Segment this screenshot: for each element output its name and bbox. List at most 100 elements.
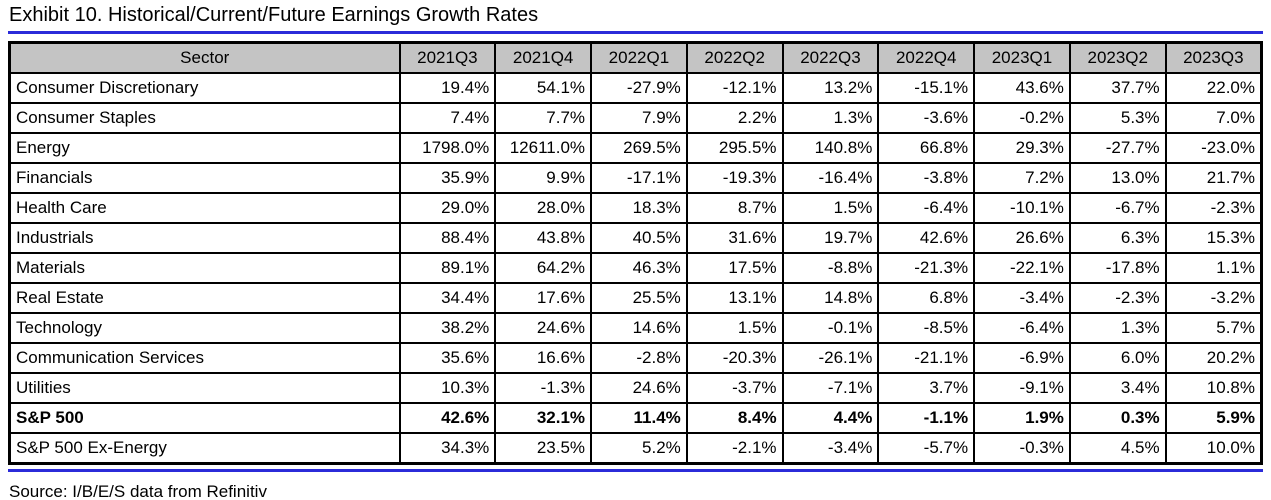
value-cell: -3.7% [685, 372, 784, 404]
value-cell: 0.3% [1068, 402, 1167, 434]
value-cell: 25.5% [590, 282, 688, 314]
column-header: 2023Q2 [1068, 41, 1167, 74]
exhibit-title: Exhibit 10. Historical/Current/Future Ea… [9, 4, 539, 26]
value-cell: -27.9% [590, 72, 688, 104]
value-cell: -15.1% [877, 72, 976, 104]
value-cell: 23.5% [494, 432, 593, 465]
value-cell: -8.5% [877, 312, 976, 344]
bottom-rule [8, 469, 1263, 472]
table-row: Consumer Staples 7.4% 7.7% 7.9% 2.2% 1.3% -3.6… [8, 102, 1263, 134]
value-cell: 1.1% [1164, 252, 1263, 284]
value-cell: -26.1% [781, 342, 880, 374]
sector-cell: Industrials [8, 222, 401, 254]
value-cell: 88.4% [398, 222, 497, 254]
sector-cell: Technology [8, 312, 401, 344]
value-cell: 11.4% [590, 402, 688, 434]
value-cell: -17.8% [1068, 252, 1167, 284]
title-rule [8, 31, 1263, 34]
value-cell: 13.2% [781, 72, 880, 104]
value-cell: 18.3% [590, 192, 688, 224]
value-cell: 31.6% [685, 222, 784, 254]
table-row: Consumer Discretionary 19.4% 54.1% -27.9% -1… [8, 72, 1263, 104]
table-row: Industrials 88.4% 43.8% 40.5% 31.6% 19.7% 42.6… [8, 222, 1263, 254]
value-cell: -10.1% [973, 192, 1071, 224]
value-cell: 89.1% [398, 252, 497, 284]
column-header: 2022Q4 [877, 41, 976, 74]
value-cell: 20.2% [1164, 342, 1263, 374]
value-cell: 6.3% [1068, 222, 1167, 254]
sector-cell: Utilities [8, 372, 401, 404]
value-cell: -3.2% [1164, 282, 1263, 314]
column-header: 2022Q1 [590, 41, 688, 74]
value-cell: 37.7% [1068, 72, 1167, 104]
value-cell: -12.1% [685, 72, 784, 104]
value-cell: 295.5% [685, 132, 784, 164]
value-cell: 10.0% [1164, 432, 1263, 465]
table-row: Communication Services 35.6% 16.6% -2.8% -20… [8, 342, 1263, 374]
value-cell: 1.3% [1068, 312, 1167, 344]
value-cell: -0.3% [973, 432, 1071, 465]
value-cell: 32.1% [494, 402, 593, 434]
value-cell: -27.7% [1068, 132, 1167, 164]
value-cell: -17.1% [590, 162, 688, 194]
value-cell: -5.7% [877, 432, 976, 465]
value-cell: 54.1% [494, 72, 593, 104]
value-cell: -2.3% [1164, 192, 1263, 224]
value-cell: -0.1% [781, 312, 880, 344]
column-header: Sector [8, 41, 401, 74]
sector-cell: Energy [8, 132, 401, 164]
value-cell: 34.4% [398, 282, 497, 314]
value-cell: 7.2% [973, 162, 1071, 194]
value-cell: 14.6% [590, 312, 688, 344]
table-row: Materials 89.1% 64.2% 46.3% 17.5% -8.8% -21.3%… [8, 252, 1263, 284]
value-cell: -19.3% [685, 162, 784, 194]
value-cell: -23.0% [1164, 132, 1263, 164]
value-cell: 7.9% [590, 102, 688, 134]
value-cell: -21.1% [877, 342, 976, 374]
value-cell: 15.3% [1164, 222, 1263, 254]
value-cell: 42.6% [877, 222, 976, 254]
value-cell: 140.8% [781, 132, 880, 164]
sector-cell: Materials [8, 252, 401, 284]
value-cell: 1.5% [781, 192, 880, 224]
value-cell: 13.1% [685, 282, 784, 314]
value-cell: 4.4% [781, 402, 880, 434]
sector-cell: Health Care [8, 192, 401, 224]
value-cell: -20.3% [685, 342, 784, 374]
table-row: Energy 1798.0% 12611.0% 269.5% 295.5% 140.8% 6… [8, 132, 1263, 164]
value-cell: 8.7% [685, 192, 784, 224]
value-cell: 3.7% [877, 372, 976, 404]
value-cell: 2.2% [685, 102, 784, 134]
value-cell: 29.0% [398, 192, 497, 224]
value-cell: 7.7% [494, 102, 593, 134]
value-cell: -2.1% [685, 432, 784, 465]
value-cell: 5.9% [1164, 402, 1263, 434]
column-header: 2023Q1 [973, 41, 1071, 74]
value-cell: 43.6% [973, 72, 1071, 104]
value-cell: 6.0% [1068, 342, 1167, 374]
column-header: 2021Q4 [494, 41, 593, 74]
value-cell: -3.4% [973, 282, 1071, 314]
source-note: Source: I/B/E/S data from Refinitiv [9, 482, 267, 500]
value-cell: -3.4% [781, 432, 880, 465]
value-cell: 29.3% [973, 132, 1071, 164]
table-row: Real Estate 34.4% 17.6% 25.5% 13.1% 14.8% 6.8%… [8, 282, 1263, 314]
value-cell: 22.0% [1164, 72, 1263, 104]
value-cell: 10.8% [1164, 372, 1263, 404]
table-row: Health Care 29.0% 28.0% 18.3% 8.7% 1.5% -6.4% -… [8, 192, 1263, 224]
value-cell: 28.0% [494, 192, 593, 224]
table-row: Technology 38.2% 24.6% 14.6% 1.5% -0.1% -8.5% -… [8, 312, 1263, 344]
value-cell: -7.1% [781, 372, 880, 404]
column-header: 2022Q2 [685, 41, 784, 74]
value-cell: 8.4% [685, 402, 784, 434]
value-cell: 42.6% [398, 402, 497, 434]
value-cell: -0.2% [973, 102, 1071, 134]
value-cell: 43.8% [494, 222, 593, 254]
table-row: Financials 35.9% 9.9% -17.1% -19.3% -16.4% -3.… [8, 162, 1263, 194]
value-cell: 5.7% [1164, 312, 1263, 344]
value-cell: -8.8% [781, 252, 880, 284]
value-cell: 26.6% [973, 222, 1071, 254]
value-cell: -22.1% [973, 252, 1071, 284]
sector-cell: S&P 500 Ex-Energy [8, 432, 401, 465]
